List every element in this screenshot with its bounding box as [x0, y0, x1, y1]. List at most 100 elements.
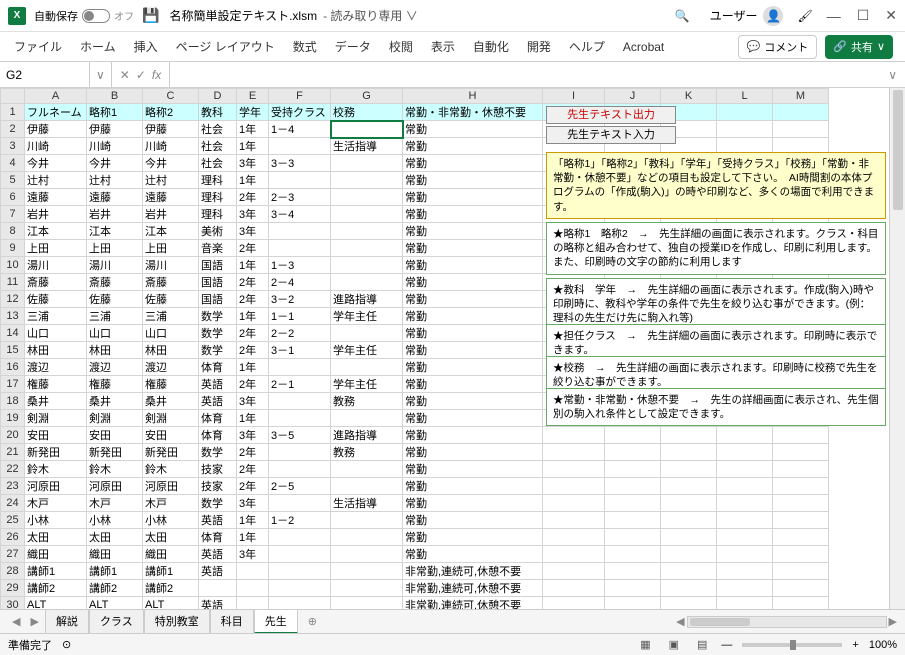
tab-formulas[interactable]: 数式: [291, 34, 319, 59]
row-header[interactable]: 1: [1, 104, 25, 121]
cell[interactable]: 非常勤,連続可,休憩不要: [403, 580, 543, 597]
cell[interactable]: 三浦: [143, 308, 199, 325]
row-header[interactable]: 3: [1, 138, 25, 155]
cell[interactable]: [773, 444, 829, 461]
cell[interactable]: 2年: [237, 274, 269, 291]
cell[interactable]: 小林: [25, 512, 87, 529]
cell[interactable]: 織田: [87, 546, 143, 563]
row-header[interactable]: 20: [1, 427, 25, 444]
row-header[interactable]: 2: [1, 121, 25, 138]
row-header[interactable]: 28: [1, 563, 25, 580]
cell[interactable]: 常勤: [403, 325, 543, 342]
view-layout-icon[interactable]: ▣: [665, 636, 683, 653]
sheet-tab-2[interactable]: 特別教室: [144, 609, 210, 634]
row-header[interactable]: 7: [1, 206, 25, 223]
cell[interactable]: 常勤: [403, 206, 543, 223]
cell[interactable]: 常勤: [403, 138, 543, 155]
cell[interactable]: 桑井: [143, 393, 199, 410]
cell[interactable]: ALT: [87, 597, 143, 610]
cell[interactable]: 権藤: [25, 376, 87, 393]
expand-formula-icon[interactable]: ∨: [880, 68, 905, 82]
tab-view[interactable]: 表示: [429, 34, 457, 59]
cell[interactable]: 英語: [199, 546, 237, 563]
cell[interactable]: 常勤: [403, 172, 543, 189]
sheet-tab-0[interactable]: 解説: [45, 609, 89, 634]
col-header-D[interactable]: D: [199, 89, 237, 104]
cell[interactable]: [543, 597, 605, 610]
cell[interactable]: 体育: [199, 427, 237, 444]
cell[interactable]: [331, 172, 403, 189]
cell[interactable]: [773, 478, 829, 495]
user-avatar-icon[interactable]: 👤: [763, 6, 783, 26]
view-normal-icon[interactable]: ▦: [636, 636, 654, 653]
cell[interactable]: [543, 461, 605, 478]
col-header-K[interactable]: K: [661, 89, 717, 104]
cell[interactable]: [605, 563, 661, 580]
cell[interactable]: [717, 529, 773, 546]
cell[interactable]: 2年: [237, 461, 269, 478]
cell[interactable]: [605, 529, 661, 546]
cell[interactable]: 社会: [199, 121, 237, 138]
cell[interactable]: [237, 597, 269, 610]
cell[interactable]: 遠藤: [25, 189, 87, 206]
row-header[interactable]: 5: [1, 172, 25, 189]
cell[interactable]: 国語: [199, 291, 237, 308]
row-header[interactable]: 15: [1, 342, 25, 359]
cell[interactable]: ALT: [143, 597, 199, 610]
row-header[interactable]: 23: [1, 478, 25, 495]
zoom-in-icon[interactable]: +: [852, 639, 858, 651]
cell[interactable]: 1年: [237, 512, 269, 529]
cell[interactable]: 湯川: [25, 257, 87, 274]
cell[interactable]: 常勤: [403, 240, 543, 257]
tab-file[interactable]: ファイル: [12, 34, 64, 59]
sheet-tab-4[interactable]: 先生: [254, 609, 298, 634]
cell[interactable]: [661, 546, 717, 563]
cell[interactable]: 湯川: [87, 257, 143, 274]
cell[interactable]: 数学: [199, 444, 237, 461]
cell[interactable]: 小林: [143, 512, 199, 529]
cell[interactable]: 生活指導: [331, 495, 403, 512]
cell[interactable]: [717, 580, 773, 597]
cell[interactable]: 今井: [25, 155, 87, 172]
cell[interactable]: 社会: [199, 138, 237, 155]
cell[interactable]: 常勤: [403, 223, 543, 240]
cell[interactable]: 桑井: [87, 393, 143, 410]
cell[interactable]: 林田: [87, 342, 143, 359]
cell[interactable]: [269, 393, 331, 410]
cell[interactable]: 2年: [237, 376, 269, 393]
cell[interactable]: [269, 359, 331, 376]
cell[interactable]: 2－4: [269, 274, 331, 291]
cell[interactable]: 渡辺: [143, 359, 199, 376]
header-cell[interactable]: 常勤・非常勤・休憩不要: [403, 104, 543, 121]
cell[interactable]: 上田: [87, 240, 143, 257]
sheet-nav-prev-icon[interactable]: ◀: [8, 615, 24, 628]
namebox-dropdown-icon[interactable]: ∨: [90, 62, 112, 87]
paintbrush-icon[interactable]: 🖌: [797, 9, 812, 23]
cell[interactable]: 1年: [237, 410, 269, 427]
col-header-E[interactable]: E: [237, 89, 269, 104]
header-cell[interactable]: フルネーム: [25, 104, 87, 121]
cell[interactable]: [661, 461, 717, 478]
cell[interactable]: 小林: [87, 512, 143, 529]
cell[interactable]: [717, 427, 773, 444]
cell[interactable]: [773, 427, 829, 444]
cell[interactable]: [661, 444, 717, 461]
cell[interactable]: [269, 580, 331, 597]
cell[interactable]: [331, 478, 403, 495]
cell[interactable]: 2年: [237, 478, 269, 495]
cell[interactable]: 体育: [199, 359, 237, 376]
cell[interactable]: 数学: [199, 342, 237, 359]
cell[interactable]: [717, 597, 773, 610]
tab-acrobat[interactable]: Acrobat: [621, 36, 666, 58]
cell[interactable]: 国語: [199, 257, 237, 274]
cell[interactable]: 3－2: [269, 291, 331, 308]
cell[interactable]: [661, 529, 717, 546]
cell[interactable]: 佐藤: [143, 291, 199, 308]
tab-automate[interactable]: 自動化: [471, 34, 511, 59]
cell[interactable]: 常勤: [403, 512, 543, 529]
cell[interactable]: 斎藤: [143, 274, 199, 291]
cell[interactable]: 常勤: [403, 376, 543, 393]
cell[interactable]: 常勤: [403, 546, 543, 563]
cell[interactable]: 教務: [331, 444, 403, 461]
cell[interactable]: [717, 121, 773, 138]
